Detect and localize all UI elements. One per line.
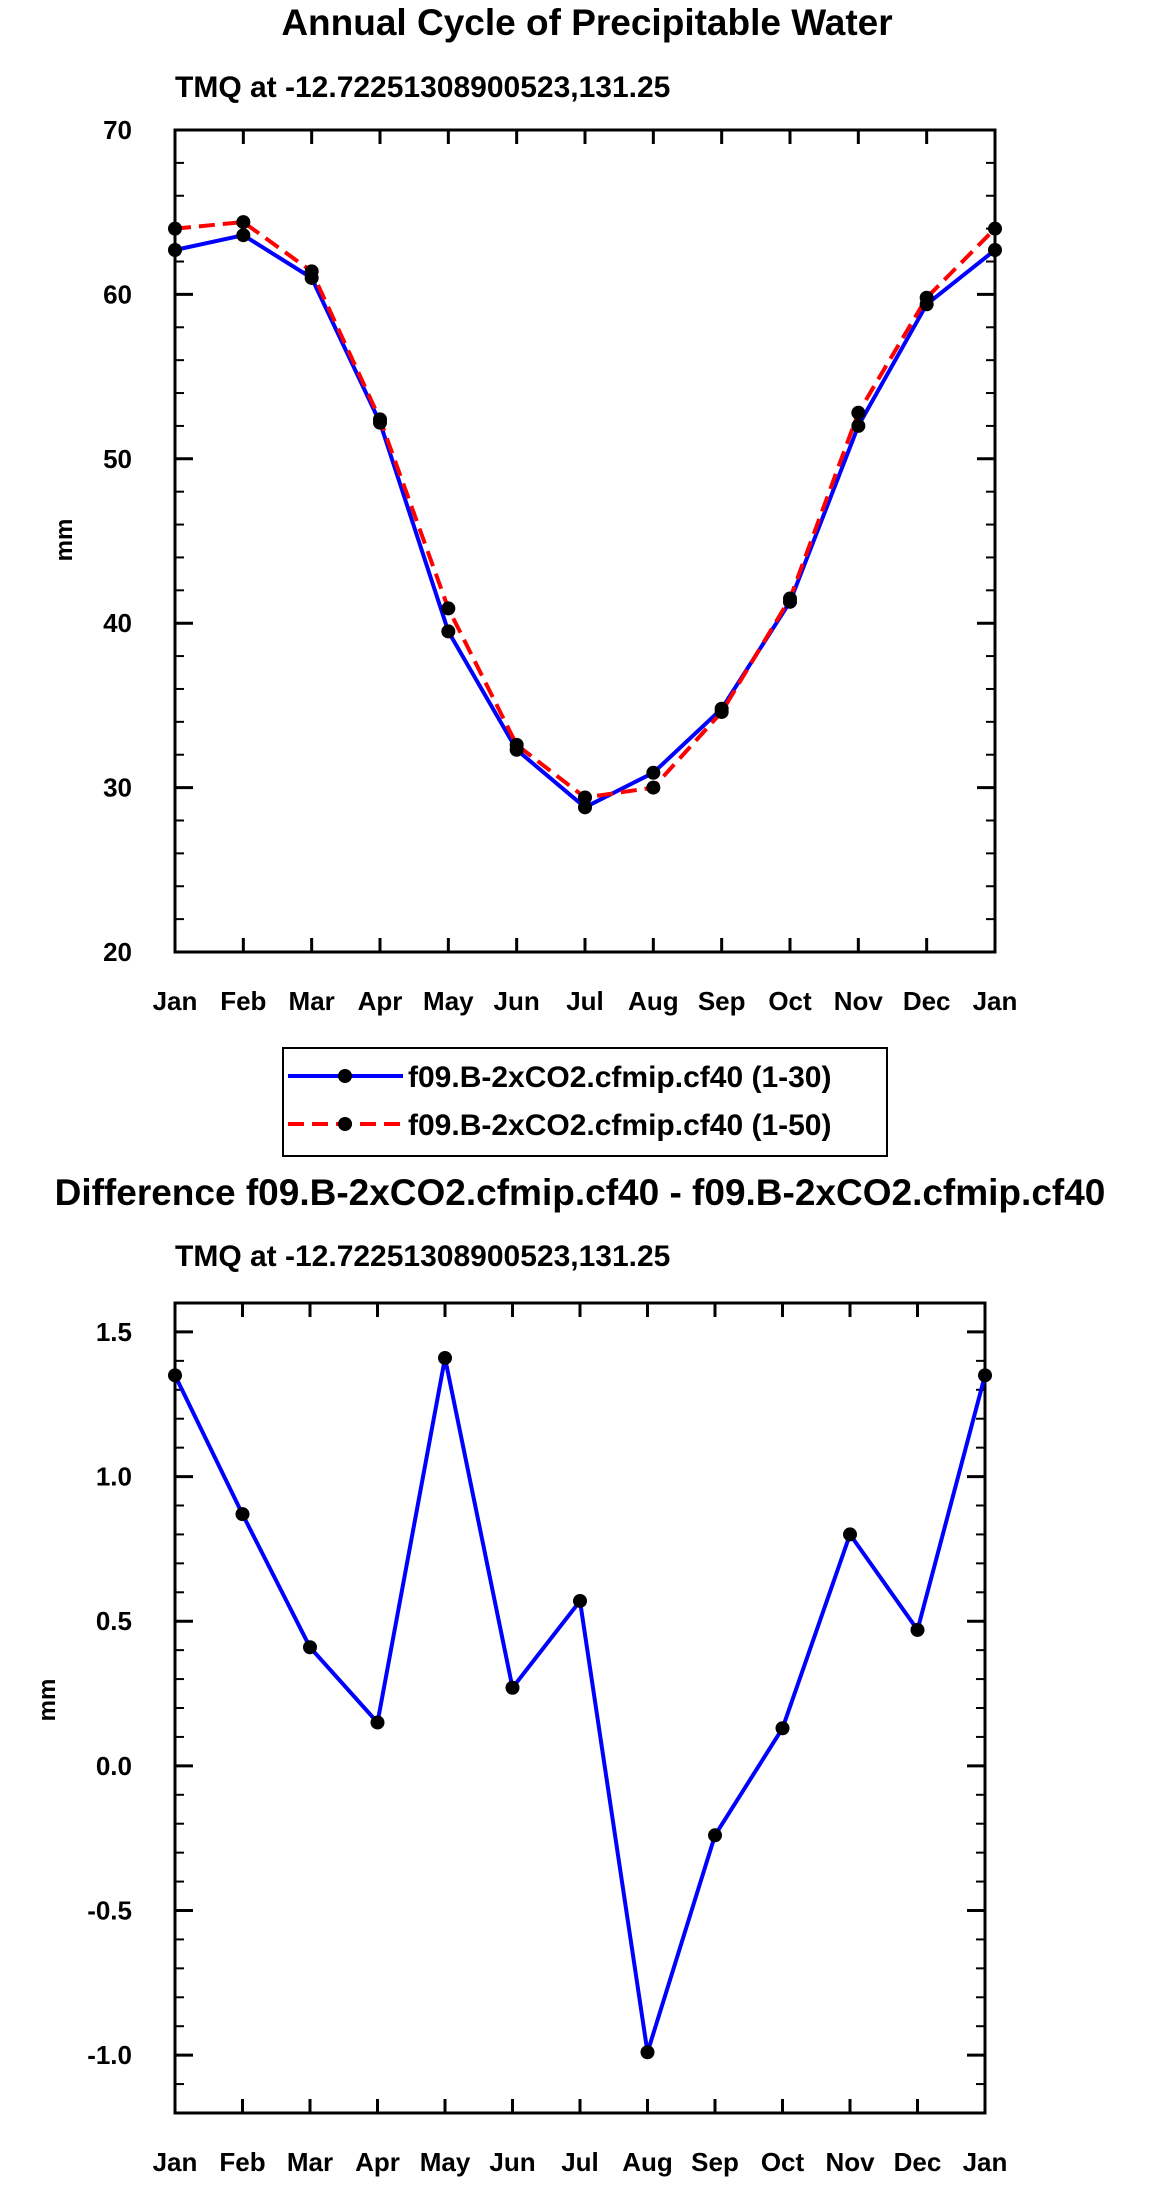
data-point-series-1 (441, 624, 456, 639)
y-tick-label: 20 (103, 937, 132, 967)
data-point-series-2 (304, 264, 319, 279)
chart-precipitable-water: Annual Cycle of Precipitable Water TMQ a… (51, 2, 1017, 1157)
x-tick-label: Feb (219, 2147, 265, 2177)
x-tick-label: Jan (963, 2147, 1008, 2177)
x-tick-label: Sep (698, 986, 746, 1016)
data-point-series-1 (168, 243, 182, 258)
data-point-series-1 (236, 228, 251, 243)
x-tick-label: Aug (622, 2147, 673, 2177)
x-tick-label: Oct (768, 986, 812, 1016)
y-tick-label: 60 (103, 279, 132, 309)
data-point-series-1 (910, 1622, 925, 1637)
data-point-series-1 (370, 1715, 385, 1730)
y-tick-label: -0.5 (87, 1896, 132, 1926)
x-tick-label: Feb (220, 986, 266, 1016)
data-point-series-2 (851, 405, 866, 420)
x-tick-label: Dec (903, 986, 951, 1016)
data-point-series-2 (919, 290, 934, 305)
x-tick-label: Jan (153, 2147, 198, 2177)
data-point-series-1 (303, 1640, 317, 1655)
data-point-series-1 (988, 243, 1002, 258)
y-tick-label: 30 (103, 773, 132, 803)
data-point-series-1 (851, 418, 866, 433)
chart2-title: Difference f09.B-2xCO2.cfmip.cf40 - f09.… (55, 1172, 1106, 1213)
data-point-series-2 (441, 601, 456, 616)
data-point-series-2 (373, 412, 387, 427)
chart2-y-axis-label: mm (34, 1679, 61, 1722)
chart2-ticks: Jan Feb Mar Apr May Jun Jul Aug Sep Oct Nov Dec Jan -… (87, 1302, 1008, 2177)
x-tick-label: Sep (691, 2147, 739, 2177)
x-tick-label: Jan (153, 986, 198, 1016)
x-tick-label: Nov (825, 2147, 875, 2177)
data-point-series-2 (509, 737, 524, 752)
chart1-legend: f09.B-2xCO2.cfmip.cf40 (1-30) f09.B-2xCO… (282, 1047, 888, 1157)
data-point-series-1 (438, 1350, 452, 1365)
x-tick-label: May (423, 986, 474, 1016)
y-tick-label: 1.5 (96, 1317, 132, 1347)
data-point-series-1 (168, 1368, 182, 1383)
y-tick-label: -1.0 (87, 2040, 132, 2070)
x-tick-label: Nov (834, 986, 884, 1016)
y-tick-label: 40 (103, 608, 132, 638)
data-point-series-2 (578, 790, 592, 805)
data-point-series-2 (168, 221, 182, 236)
chart1-series (168, 215, 1002, 815)
chart-difference: Difference f09.B-2xCO2.cfmip.cf40 - f09.… (34, 1172, 1105, 2177)
x-tick-label: Jul (566, 986, 604, 1016)
x-tick-label: Apr (355, 2147, 400, 2177)
x-tick-label: Mar (287, 2147, 333, 2177)
chart1-title: Annual Cycle of Precipitable Water (281, 2, 892, 43)
data-point-series-1 (235, 1507, 250, 1522)
x-tick-label: Jul (561, 2147, 599, 2177)
chart2-plot-frame (173, 1301, 987, 2115)
series-line-1 (174, 233, 997, 810)
data-point-series-1 (578, 800, 592, 815)
series-line-1 (173, 1356, 987, 2055)
y-tick-label: 50 (103, 444, 132, 474)
chart1-subtitle: TMQ at -12.72251308900523,131.25 (175, 71, 670, 104)
y-tick-label: 0.0 (96, 1751, 132, 1781)
x-tick-label: Oct (761, 2147, 805, 2177)
legend-label-2: f09.B-2xCO2.cfmip.cf40 (1-50) (408, 1109, 832, 1142)
legend-swatch-marker-1 (338, 1069, 352, 1083)
x-tick-label: May (420, 2147, 471, 2177)
x-tick-label: Dec (894, 2147, 942, 2177)
x-tick-label: Jun (489, 2147, 535, 2177)
x-tick-label: Apr (358, 986, 403, 1016)
data-point-series-1 (505, 1680, 520, 1695)
data-point-series-2 (714, 704, 729, 719)
legend-label-1: f09.B-2xCO2.cfmip.cf40 (1-30) (408, 1061, 832, 1094)
y-tick-label: 70 (103, 115, 132, 145)
data-point-series-1 (640, 2045, 655, 2060)
legend-box (282, 1047, 888, 1157)
data-point-series-1 (573, 1593, 587, 1608)
data-point-series-2 (646, 780, 661, 795)
data-point-series-2 (783, 591, 797, 606)
data-point-series-1 (978, 1368, 992, 1383)
data-point-series-1 (775, 1721, 790, 1736)
data-point-series-1 (843, 1527, 857, 1542)
chart2-subtitle: TMQ at -12.72251308900523,131.25 (175, 1240, 670, 1273)
chart1-plot-frame (173, 128, 997, 954)
data-point-series-1 (646, 765, 661, 780)
x-tick-label: Jun (494, 986, 540, 1016)
y-tick-label: 0.5 (96, 1606, 132, 1636)
x-tick-label: Mar (289, 986, 335, 1016)
data-point-series-2 (988, 221, 1002, 236)
chart1-y-axis-label: mm (51, 519, 78, 562)
y-tick-label: 1.0 (96, 1462, 132, 1492)
data-point-series-1 (708, 1828, 722, 1843)
x-tick-label: Jan (973, 986, 1018, 1016)
chart1-ticks: Jan Feb Mar Apr May Jun Jul Aug Sep Oct Nov Dec Jan 2… (103, 115, 1017, 1016)
x-tick-label: Aug (628, 986, 679, 1016)
legend-swatch-marker-2 (338, 1117, 352, 1131)
chart2-series (168, 1350, 992, 2060)
series-line-2 (174, 220, 997, 800)
data-point-series-2 (236, 215, 251, 230)
